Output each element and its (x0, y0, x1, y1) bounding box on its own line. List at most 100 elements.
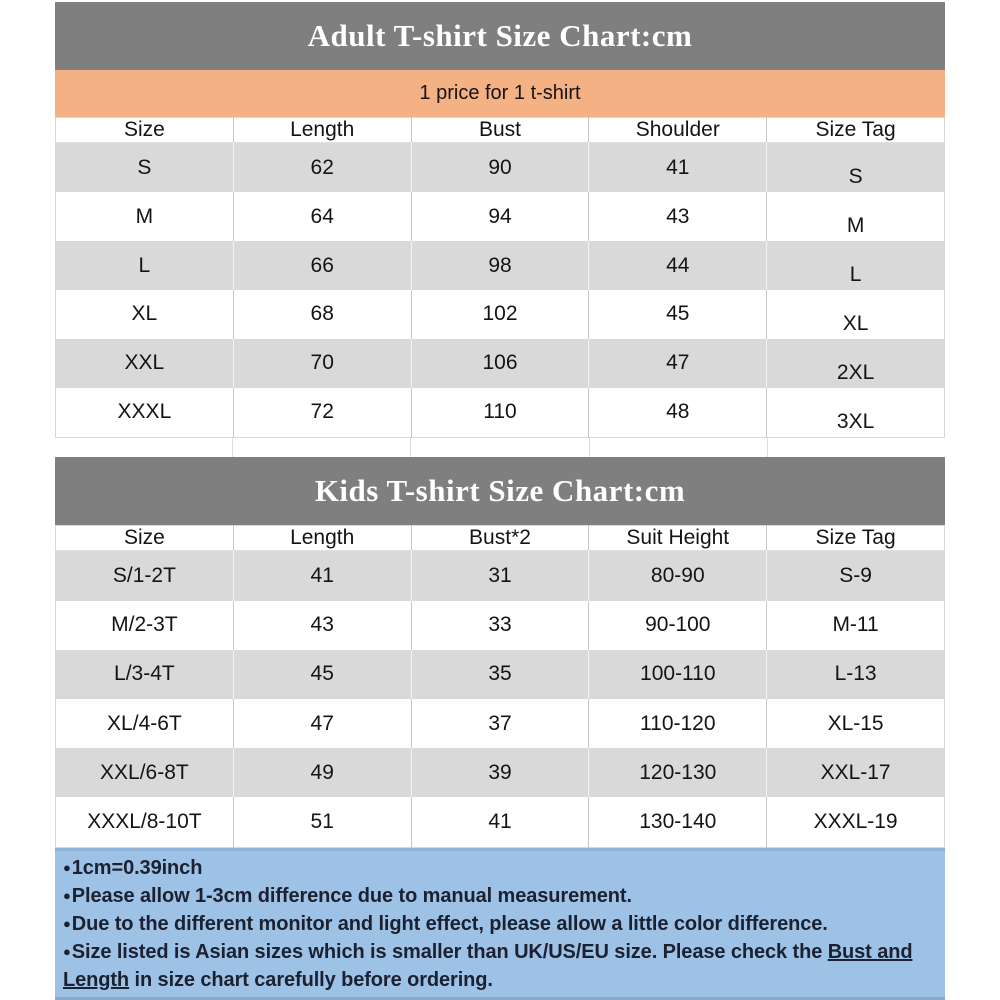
size-tag-cell: 2XL (766, 338, 945, 388)
value-cell: 120-130 (588, 748, 768, 798)
column-tick (55, 438, 234, 457)
column-tick (411, 438, 590, 457)
value-cell: 110 (411, 387, 590, 438)
value-cell: 41 (588, 142, 768, 193)
kids-chart-title: Kids T-shirt Size Chart:cm (314, 473, 686, 508)
value-cell: 66 (233, 241, 412, 290)
size-cell: S/1-2T (55, 550, 234, 601)
kids-chart-title-bar: Kids T-shirt Size Chart:cm (55, 457, 945, 525)
size-tag-cell: L-13 (766, 649, 945, 699)
size-cell: M (55, 192, 234, 242)
value-cell: 45 (233, 649, 412, 699)
value-cell: 68 (233, 289, 412, 339)
size-tag-cell: S-9 (766, 550, 945, 601)
table-row: L 66 98 44 L (55, 241, 945, 290)
value-cell: 98 (411, 241, 590, 290)
header-row: Size Length Bust Shoulder Size Tag (55, 117, 945, 143)
value-cell: 90-100 (588, 600, 768, 650)
table-row: XL 68 102 45 XL (55, 289, 945, 339)
note-item: ●Size listed is Asian sizes which is sma… (63, 939, 933, 993)
note-text: in size chart carefully before ordering. (129, 969, 493, 991)
table-row: M/2-3T 43 33 90-100 M-11 (55, 600, 945, 650)
table-row: M 64 94 43 M (55, 192, 945, 242)
bullet-icon: ● (63, 916, 71, 931)
table-row: S/1-2T 41 31 80-90 S-9 (55, 550, 945, 601)
value-cell: 31 (411, 550, 590, 601)
value-cell: 72 (233, 387, 412, 438)
table-row: XXXL 72 110 48 3XL (55, 387, 945, 438)
size-cell: S (55, 142, 234, 193)
value-cell: 51 (233, 797, 412, 848)
size-cell: XXL/6-8T (55, 748, 234, 798)
adult-size-table: Size Length Bust Shoulder Size Tag S 62 90 41 S M 6… (55, 117, 945, 438)
size-cell: XL/4-6T (55, 698, 234, 749)
size-cell: M/2-3T (55, 600, 234, 650)
note-text: Please allow 1-3cm difference due to man… (71, 885, 632, 907)
column-header: Shoulder (588, 117, 768, 143)
note-text: 1cm=0.39inch (71, 857, 203, 879)
size-tag-cell: XXL-17 (766, 748, 945, 798)
size-cell: XXXL/8-10T (55, 797, 234, 848)
table-row: XXXL/8-10T 51 41 130-140 XXXL-19 (55, 797, 945, 848)
column-header: Size Tag (766, 525, 945, 551)
size-cell: XXL (55, 338, 234, 388)
table-row: S 62 90 41 S (55, 142, 945, 193)
column-header: Suit Height (588, 525, 768, 551)
value-cell: 48 (588, 387, 768, 438)
value-cell: 37 (411, 698, 590, 749)
note-text: Due to the different monitor and light e… (71, 913, 828, 935)
value-cell: 90 (411, 142, 590, 193)
bullet-icon: ● (63, 944, 71, 959)
size-tag-cell: M (846, 214, 865, 238)
table-gap (55, 438, 945, 457)
column-header: Size Tag (766, 117, 945, 143)
table-row: XXL 70 106 47 2XL (55, 338, 945, 388)
value-cell: 44 (588, 241, 768, 290)
value-cell: 94 (411, 192, 590, 242)
size-tag-cell: S (766, 142, 945, 193)
column-tick (233, 438, 412, 457)
price-banner-text: 1 price for 1 t-shirt (419, 82, 581, 104)
value-cell: 41 (233, 550, 412, 601)
value-cell: 106 (411, 338, 590, 388)
note-text: Size listed is Asian sizes which is smal… (71, 941, 828, 963)
note-item: ●Due to the different monitor and light … (63, 911, 933, 939)
kids-size-table: Size Length Bust*2 Suit Height Size Tag S/1-2… (55, 525, 945, 848)
value-cell: 45 (588, 289, 768, 339)
size-cell: XXXL (55, 387, 234, 438)
bullet-icon: ● (63, 860, 71, 875)
size-tag-cell: 3XL (836, 410, 875, 433)
value-cell: 43 (588, 192, 768, 242)
column-tick (768, 438, 945, 457)
table-row: XL/4-6T 47 37 110-120 XL-15 (55, 698, 945, 749)
value-cell: 33 (411, 600, 590, 650)
value-cell: 47 (233, 698, 412, 749)
value-cell: 100-110 (588, 649, 768, 699)
header-row: Size Length Bust*2 Suit Height Size Tag (55, 525, 945, 551)
value-cell: 110-120 (588, 698, 768, 749)
adult-chart-title: Adult T-shirt Size Chart:cm (307, 18, 693, 53)
adult-chart-title-bar: Adult T-shirt Size Chart:cm (55, 2, 945, 70)
value-cell: 70 (233, 338, 412, 388)
size-cell: XL (55, 289, 234, 339)
column-tick (590, 438, 768, 457)
size-tag-cell: M-11 (832, 613, 879, 637)
bullet-icon: ● (63, 888, 71, 903)
price-banner: 1 price for 1 t-shirt (55, 70, 945, 117)
size-cell: L (55, 241, 234, 290)
size-cell: L/3-4T (55, 649, 234, 699)
value-cell: 64 (233, 192, 412, 242)
column-header: Size (55, 525, 234, 551)
notes-panel: ●1cm=0.39inch ●Please allow 1-3cm differe… (55, 848, 945, 1000)
value-cell: 130-140 (588, 797, 768, 848)
column-header: Length (233, 117, 412, 143)
column-header: Bust*2 (411, 525, 590, 551)
size-tag-cell: XXXL-19 (813, 810, 898, 834)
value-cell: 35 (411, 649, 590, 699)
size-tag-cell: L (766, 241, 945, 290)
value-cell: 47 (588, 338, 768, 388)
value-cell: 41 (411, 797, 590, 848)
column-header: Length (233, 525, 412, 551)
value-cell: 39 (411, 748, 590, 798)
